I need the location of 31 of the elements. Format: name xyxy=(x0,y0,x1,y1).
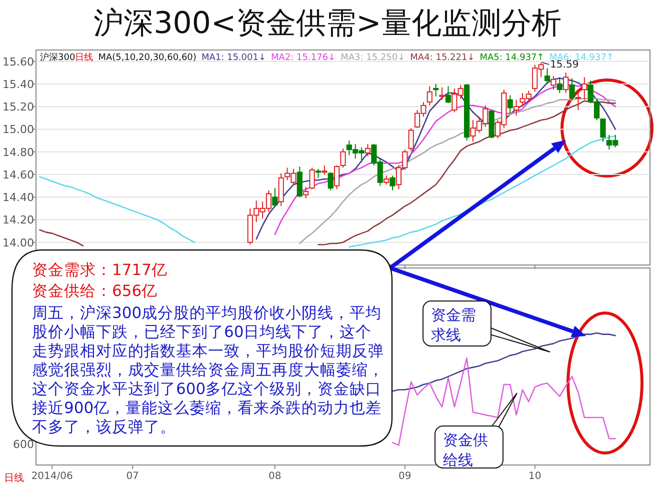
y-tick-label: 14.20 xyxy=(2,214,34,227)
y-tick-label: 15.60 xyxy=(2,55,34,68)
annotation: 周五，沪深300成分股的平均股价收小阴线，平均股价小幅下跌，已经下到了60日均线下了，这个走势跟相对应的指数基本一致，平均股价短期反弹感觉很强烈，成交量供给资金周五再度大幅萎缩，这个资金水平达到了600多亿这个级别，资金缺口接近900亿，量能这么萎缩，看来杀跌的动力也差不多了，该反弹了。 xyxy=(32,304,384,436)
text: MA1: 15.001↓ xyxy=(201,53,266,63)
x-tick-label: 08 xyxy=(268,471,282,482)
text: 600 xyxy=(13,438,34,451)
chart-title: 沪深300<资金供需>量化监测分析 xyxy=(94,6,562,41)
x-tick-label: 09 xyxy=(398,471,412,482)
annotation: 资金需求：1717亿 xyxy=(32,261,168,279)
annotation: 资金供给线 xyxy=(443,431,488,469)
y-tick-label: 14.60 xyxy=(2,168,34,182)
y-tick-label: 15.40 xyxy=(2,78,34,91)
annotation: MA5: 14.937↑ xyxy=(480,53,544,63)
text: MA2: 15.176↓ xyxy=(271,53,336,63)
annotation: MA(5,10,20,30,60,60) xyxy=(98,53,196,63)
y-tick-label: 14.40 xyxy=(2,191,34,204)
text: MA3: 15.250↓ xyxy=(340,53,406,63)
x-tick-label: 10 xyxy=(528,471,542,482)
y-tick-label: 15.20 xyxy=(2,100,34,114)
text: MA4: 15.221↓ xyxy=(410,53,475,63)
annotation: 资金需求线 xyxy=(431,306,476,344)
candlestick xyxy=(582,76,588,100)
annotation: 日线 xyxy=(75,52,94,63)
y-tick-label: 14.80 xyxy=(2,146,34,159)
x-tick-label: 07 xyxy=(126,471,139,482)
x-tick-label: 2014/06 xyxy=(31,471,73,482)
annotation: 沪深300 xyxy=(40,52,76,63)
text: 日线 xyxy=(4,472,24,484)
text: 资金供给：656亿 xyxy=(32,282,158,300)
y-tick-label: 15.00 xyxy=(2,123,34,136)
y-tick-label: 14.00 xyxy=(2,236,34,250)
